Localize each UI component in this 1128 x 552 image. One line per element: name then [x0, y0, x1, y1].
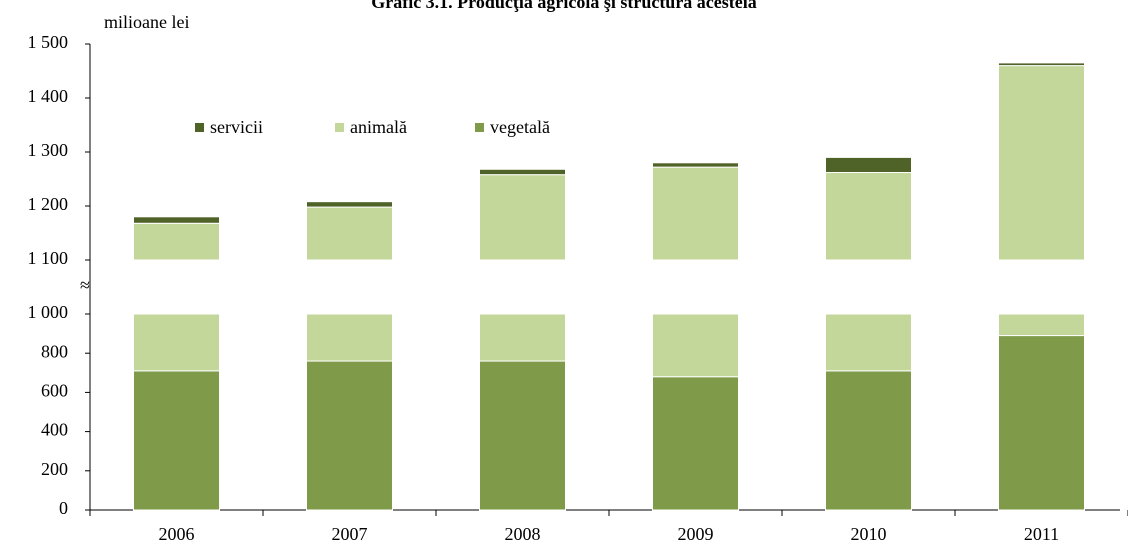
bar-segment [479, 360, 566, 511]
x-tick-label: 2006 [159, 524, 195, 544]
bar-segment [825, 370, 912, 511]
x-tick-label: 2007 [332, 524, 368, 544]
legend-swatch [195, 123, 204, 132]
bar-segment [825, 156, 912, 174]
legend-label: animală [350, 117, 407, 137]
bar-segment [998, 65, 1085, 261]
bar-segment [306, 360, 393, 511]
bar-segment [825, 172, 912, 261]
bar-segment [306, 313, 393, 362]
bar-segment [479, 313, 566, 362]
axis-break: ≈ [80, 275, 90, 295]
legend-label: servicii [210, 117, 263, 137]
y-tick-label: 1 300 [28, 140, 69, 160]
bar-segment [133, 370, 220, 511]
x-tick-label: 2010 [851, 524, 887, 544]
bar-segment [652, 376, 739, 511]
bar-segment [133, 313, 220, 372]
y-tick-label: 1 200 [28, 194, 69, 214]
bar-segment [479, 168, 566, 176]
y-tick-label: 800 [41, 341, 68, 361]
bar-segment [998, 335, 1085, 511]
bar-segment [306, 201, 393, 208]
legend-label: vegetală [490, 117, 550, 137]
bar-segment [652, 313, 739, 378]
bar-segment [652, 166, 739, 261]
bar-segment [133, 216, 220, 224]
chart-title: Grafic 3.1. Producţia agricolă şi struct… [371, 0, 757, 12]
x-tick-label: 2008 [505, 524, 541, 544]
y-tick-label: 1 400 [28, 86, 69, 106]
x-tick-label: 2009 [678, 524, 714, 544]
bar-segment [479, 174, 566, 261]
bar-segment [133, 222, 220, 261]
bar-segment [306, 206, 393, 261]
y-axis-label: milioane lei [104, 12, 189, 32]
bar-segment [998, 313, 1085, 337]
y-tick-label: 600 [41, 381, 68, 401]
legend-swatch [335, 123, 344, 132]
y-tick-label: 200 [41, 459, 68, 479]
bar-segment [825, 313, 912, 372]
y-tick-label: 1 000 [28, 302, 69, 322]
bar-segment [998, 62, 1085, 67]
y-tick-label: 1 100 [28, 248, 69, 268]
y-tick-label: 1 500 [28, 32, 69, 52]
x-tick-label: 2011 [1024, 524, 1059, 544]
bar-segment [652, 162, 739, 168]
y-tick-label: 0 [59, 498, 68, 518]
legend-swatch [475, 123, 484, 132]
y-tick-label: 400 [41, 420, 68, 440]
